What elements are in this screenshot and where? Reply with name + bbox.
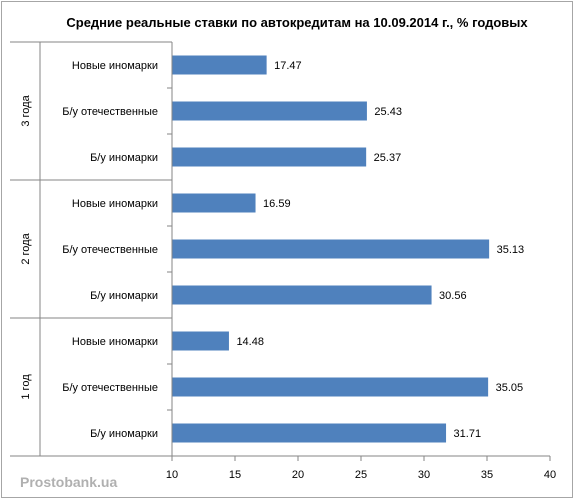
data-label: 31.71 [454,428,482,440]
data-label: 35.05 [496,382,524,394]
x-tick-label: 10 [166,469,178,481]
data-label: 25.37 [374,152,402,164]
watermark: Prostobank.ua [20,474,117,490]
category-label: Б/у иномарки [90,152,158,164]
category-label: Б/у иномарки [90,428,158,440]
category-label: Новые иномарки [72,60,158,72]
data-label: 25.43 [374,106,402,118]
bar [172,377,489,397]
bar [172,101,367,121]
group-label: 1 год [20,374,32,400]
bar [172,331,229,351]
group-label: 2 года [20,232,32,264]
category-label: Б/у отечественные [62,106,158,118]
category-label: Новые иномарки [72,336,158,348]
data-label: 35.13 [497,244,525,256]
x-tick-label: 35 [481,469,493,481]
plot-area: 10 15 20 25 30 35 40 3 года Новые иномарки 17.47 Б… [10,41,556,481]
bar [172,239,490,259]
data-label: 14.48 [236,336,264,348]
chart-title: Средние реальные ставки по автокредитам … [66,15,528,30]
category-label: Б/у иномарки [90,290,158,302]
x-tick-label: 40 [544,469,556,481]
x-tick-label: 25 [355,469,367,481]
bar [172,55,267,75]
x-tick-label: 15 [229,469,241,481]
category-label: Б/у отечественные [62,382,158,394]
category-label: Новые иномарки [72,198,158,210]
data-label: 17.47 [274,60,302,72]
bar [172,147,367,167]
category-label: Б/у отечественные [62,244,158,256]
data-label: 16.59 [263,198,291,210]
x-tick-label: 30 [418,469,430,481]
bar [172,423,447,443]
x-tick-label: 20 [292,469,304,481]
data-label: 30.56 [439,290,467,302]
bar [172,193,256,213]
group-label: 3 года [20,94,32,126]
bar [172,285,432,305]
